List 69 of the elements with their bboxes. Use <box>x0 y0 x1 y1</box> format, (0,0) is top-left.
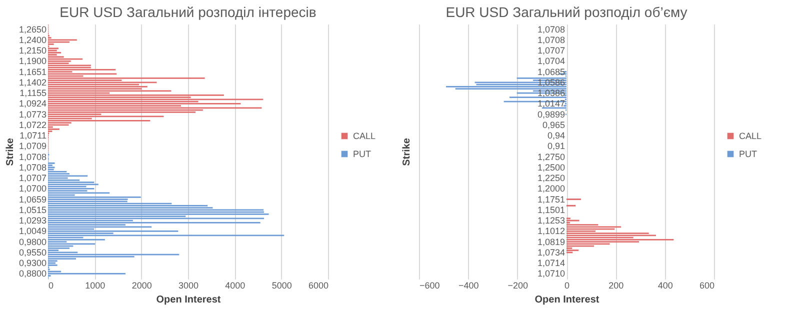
legend-label: PUT <box>739 149 758 159</box>
y-tick-label: 1,1900 <box>18 56 46 66</box>
y-tick-label: 1,2000 <box>537 184 565 194</box>
y-tick-label: 1,1402 <box>18 77 46 88</box>
y-tick-label: 1,0714 <box>537 258 565 268</box>
y-tick-label: 1,0924 <box>18 98 46 109</box>
y-tick-label: 1,0708 <box>537 24 565 34</box>
x-tick-label: −400 <box>458 280 479 290</box>
y-tick-label: 1,0710 <box>537 268 565 279</box>
y-tick-label: 1,0708 <box>18 162 46 172</box>
y-tick-label: 1,1751 <box>537 194 565 204</box>
x-tick-label: 0 <box>564 280 570 290</box>
y-tick-label: 1,0704 <box>537 56 565 66</box>
y-tick-label: 1,1253 <box>537 216 565 226</box>
chart-title: EUR USD Загальний розподіл об’єму <box>446 4 688 20</box>
x-tick-label: 2000 <box>132 280 152 290</box>
y-tick-label: 1,2650 <box>18 24 46 34</box>
legend-label: CALL <box>739 131 762 141</box>
x-tick-label: 200 <box>608 280 624 290</box>
y-tick-label: 1,2400 <box>18 34 46 45</box>
y-tick-label: 1,0515 <box>18 204 46 215</box>
y-axis-title: Strike <box>402 138 412 166</box>
y-tick-label: 1,1651 <box>18 66 46 77</box>
y-tick-label: 1,0773 <box>18 109 46 120</box>
y-tick-label: 1,0293 <box>18 216 46 226</box>
chart-title: EUR USD Загальний розподіл інтересів <box>60 4 316 20</box>
y-tick-label: 1,2500 <box>537 162 565 172</box>
y-tick-label: 1,0734 <box>537 247 565 258</box>
y-tick-label: 0,9550 <box>18 247 46 258</box>
y-tick-label: 1,0708 <box>537 34 565 45</box>
y-tick-label: 1,1501 <box>537 204 565 215</box>
y-tick-label: 0,8800 <box>18 268 46 279</box>
y-tick-label: 1,2150 <box>18 46 46 56</box>
x-tick-label: 4000 <box>225 280 246 290</box>
y-tick-label: 1,2250 <box>537 173 565 184</box>
y-tick-label: 1,0707 <box>18 173 46 184</box>
y-tick-label: 1,0707 <box>537 46 565 56</box>
y-tick-label: 1,0709 <box>18 141 46 152</box>
y-tick-label: 0,9800 <box>18 236 46 247</box>
x-tick-label: 0 <box>48 280 54 290</box>
y-tick-label: 1,0819 <box>537 236 565 247</box>
y-tick-label: 0,91 <box>547 141 565 152</box>
y-tick-label: 1,0711 <box>20 130 46 141</box>
x-tick-label: 5000 <box>272 280 292 290</box>
y-tick-label: 0,965 <box>542 120 565 130</box>
y-tick-label: 1,1012 <box>537 226 565 236</box>
x-tick-label: −600 <box>420 280 440 290</box>
y-tick-label: 0,9300 <box>18 258 46 268</box>
x-tick-label: 400 <box>658 280 673 290</box>
legend-label: PUT <box>353 149 372 159</box>
y-tick-label: 1,0700 <box>18 184 46 194</box>
legend-label: CALL <box>353 131 376 141</box>
y-tick-label: 0,94 <box>547 130 565 141</box>
x-tick-label: −200 <box>508 280 528 290</box>
y-tick-label: 0,9899 <box>537 109 565 120</box>
y-tick-label: 1,0049 <box>18 226 46 236</box>
y-axis-title: Strike <box>4 138 16 166</box>
x-tick-label: 600 <box>699 280 714 290</box>
x-tick-label: 6000 <box>308 280 328 290</box>
x-axis-title: Open Interest <box>534 294 600 306</box>
x-tick-label: 3000 <box>178 280 199 290</box>
x-axis-title: Open Interest <box>156 294 222 306</box>
y-tick-label: 1,0722 <box>18 120 46 130</box>
y-tick-label: 1,2750 <box>537 152 565 162</box>
x-tick-label: 1000 <box>85 280 106 290</box>
y-tick-label: 1,0685 <box>537 66 565 77</box>
y-tick-label: 1,0708 <box>18 152 46 162</box>
y-tick-label: 1,1155 <box>20 88 46 98</box>
y-tick-label: 1,0659 <box>18 194 46 204</box>
